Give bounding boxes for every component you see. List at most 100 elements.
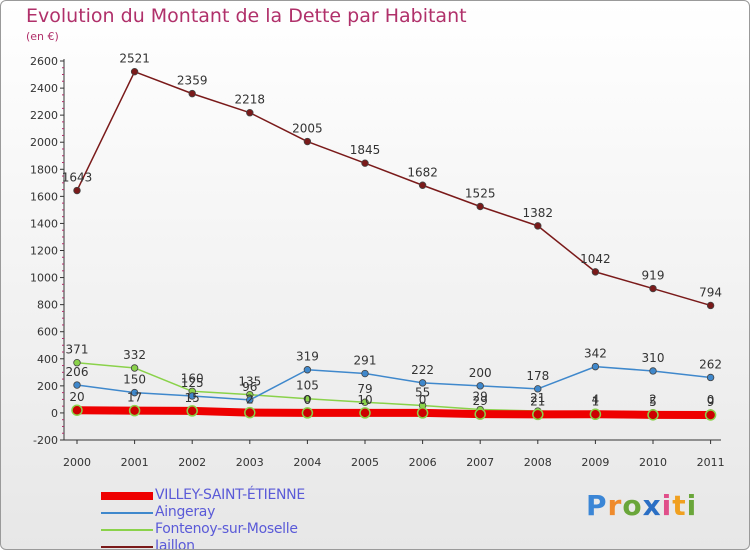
data-point xyxy=(186,405,198,417)
chart-title: Evolution du Montant de la Dette par Hab… xyxy=(26,5,467,27)
y-tick-label: 0 xyxy=(51,407,58,420)
data-label: 150 xyxy=(123,373,146,387)
data-point xyxy=(361,398,369,406)
data-label: 105 xyxy=(296,379,319,393)
data-point xyxy=(73,381,81,389)
series-line xyxy=(76,365,711,401)
data-label: 135 xyxy=(238,375,261,389)
x-tick-label: 2004 xyxy=(293,456,321,469)
data-point xyxy=(244,406,256,419)
data-point xyxy=(476,202,484,211)
x-tick-label: 2000 xyxy=(63,456,91,469)
y-tick-label: 1400 xyxy=(30,217,58,230)
data-label: 9 xyxy=(707,395,715,409)
data-label: 342 xyxy=(584,347,607,361)
data-label: 125 xyxy=(181,376,204,390)
data-label: 79 xyxy=(357,382,372,396)
legend-swatch-jaillon xyxy=(101,546,153,548)
data-label: 17 xyxy=(127,391,142,405)
data-label: 319 xyxy=(296,350,319,364)
data-point xyxy=(71,404,83,416)
data-label: 29 xyxy=(473,390,488,404)
data-label: 310 xyxy=(642,351,665,365)
data-point xyxy=(303,366,312,374)
x-tick-label: 2005 xyxy=(351,456,379,469)
data-point xyxy=(591,362,600,371)
data-point xyxy=(418,379,427,387)
data-point xyxy=(649,367,657,375)
y-tick-label: 2000 xyxy=(30,136,58,149)
x-tick-label: 2007 xyxy=(466,456,494,469)
data-label: 10 xyxy=(357,393,372,407)
data-point xyxy=(303,395,312,403)
data-point xyxy=(73,186,81,195)
data-point xyxy=(361,159,369,167)
y-tick-label: 1600 xyxy=(30,190,58,203)
legend-label: Aingeray xyxy=(155,504,216,520)
data-label: 222 xyxy=(411,363,434,377)
data-label: 21 xyxy=(530,394,545,408)
x-tick-label: 2002 xyxy=(178,456,206,469)
data-label: 5 xyxy=(649,395,657,409)
chart-subtitle: (en €) xyxy=(26,30,59,43)
data-label: 0 xyxy=(419,393,427,407)
data-point xyxy=(532,408,544,421)
data-label: 20 xyxy=(69,390,84,404)
data-label: 55 xyxy=(415,385,430,399)
x-tick-label: 2003 xyxy=(236,456,264,469)
data-point xyxy=(301,407,314,419)
data-point xyxy=(647,409,659,421)
series-line xyxy=(76,406,711,419)
data-label: 96 xyxy=(242,380,257,394)
legend-swatch-aingeray xyxy=(101,512,153,514)
data-label: 15 xyxy=(185,391,200,405)
data-point xyxy=(706,301,715,310)
data-point xyxy=(589,408,602,421)
data-point xyxy=(359,407,371,419)
data-label: 1525 xyxy=(465,187,496,201)
data-point xyxy=(246,396,254,404)
data-label: 4 xyxy=(592,392,600,406)
x-tick-label: 2001 xyxy=(121,456,149,469)
data-label: 0 xyxy=(304,393,312,407)
y-tick-label: 2200 xyxy=(30,109,58,122)
y-tick-label: 1800 xyxy=(30,163,58,176)
data-point xyxy=(534,385,542,393)
data-point xyxy=(649,284,657,293)
y-tick-label: 600 xyxy=(37,326,58,339)
line-chart: -200020040060080010001200140016001800200… xyxy=(30,52,725,469)
data-point xyxy=(418,181,427,189)
y-tick-label: 2600 xyxy=(30,55,58,68)
data-point xyxy=(128,404,141,417)
x-tick-label: 2011 xyxy=(697,456,725,469)
series-line xyxy=(76,361,711,414)
data-point xyxy=(130,364,139,372)
y-tick-label: 1200 xyxy=(30,245,58,258)
legend-label: Fontenoy-sur-Moselle xyxy=(155,521,298,537)
data-point xyxy=(416,407,429,419)
data-label: 1042 xyxy=(580,252,611,266)
data-label: 371 xyxy=(66,343,89,357)
data-label: 206 xyxy=(66,365,89,379)
data-point xyxy=(188,392,196,400)
data-point xyxy=(704,409,717,421)
data-label: 0 xyxy=(707,393,715,407)
data-label: 2 xyxy=(246,393,254,407)
data-label: 2005 xyxy=(292,122,323,136)
legend-label: VILLEY-SAINT-ÉTIENNE xyxy=(155,487,305,503)
data-point xyxy=(130,388,139,397)
proxiti-logo: Proxiti xyxy=(586,489,698,522)
x-tick-label: 2010 xyxy=(639,456,667,469)
data-label: 2359 xyxy=(177,74,208,88)
data-label: 200 xyxy=(469,366,492,380)
data-label: 29 xyxy=(473,394,488,408)
data-label: 1845 xyxy=(350,143,381,157)
series-line xyxy=(76,70,711,307)
y-tick-label: -200 xyxy=(33,434,58,447)
data-point xyxy=(476,382,484,390)
legend-swatch-villey xyxy=(101,492,153,500)
data-label: 262 xyxy=(699,357,722,371)
data-label: 1382 xyxy=(523,206,554,220)
y-tick-label: 1000 xyxy=(30,272,58,285)
data-point xyxy=(706,373,715,382)
